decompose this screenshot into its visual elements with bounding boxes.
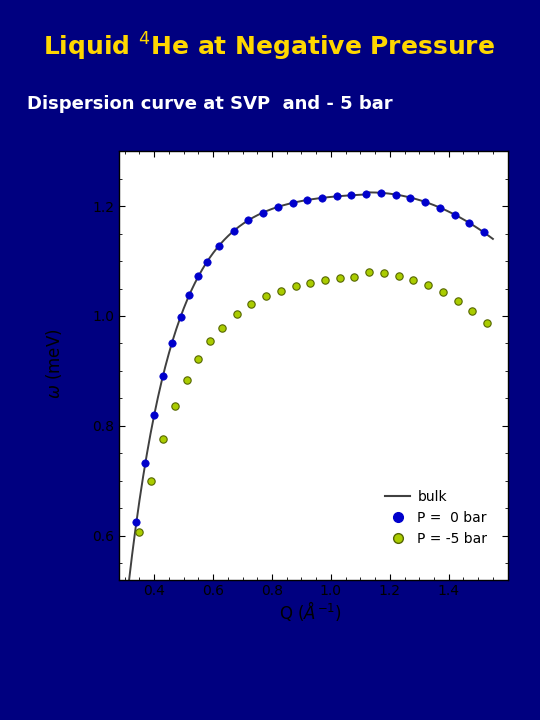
- Text: $\omega$ (meV): $\omega$ (meV): [44, 328, 64, 399]
- Point: [147, 475, 156, 487]
- Point: [276, 285, 285, 297]
- Point: [318, 192, 326, 204]
- Point: [247, 298, 255, 310]
- Point: [436, 202, 444, 213]
- Point: [406, 192, 415, 203]
- Point: [182, 374, 191, 386]
- Point: [333, 191, 341, 202]
- Point: [421, 196, 429, 207]
- Point: [288, 197, 297, 209]
- Point: [232, 309, 241, 320]
- Point: [132, 516, 141, 527]
- Point: [159, 433, 167, 445]
- Point: [362, 189, 370, 200]
- Point: [394, 270, 403, 282]
- Point: [453, 295, 462, 307]
- Point: [177, 311, 185, 323]
- Point: [450, 209, 459, 220]
- Point: [376, 187, 385, 199]
- Point: [468, 305, 477, 317]
- Point: [291, 280, 300, 292]
- Point: [262, 291, 271, 302]
- Point: [306, 277, 315, 289]
- Point: [230, 225, 238, 237]
- Text: Q ($\AA^{-1}$): Q ($\AA^{-1}$): [279, 598, 342, 623]
- Point: [194, 271, 202, 282]
- Point: [347, 189, 356, 201]
- Text: Liquid $^4$He at Negative Pressure: Liquid $^4$He at Negative Pressure: [43, 31, 495, 63]
- Point: [274, 201, 282, 212]
- Point: [206, 336, 214, 347]
- Point: [244, 215, 253, 226]
- Point: [392, 189, 400, 200]
- Point: [218, 322, 226, 333]
- Legend: bulk, P =  0 bar, P = -5 bar: bulk, P = 0 bar, P = -5 bar: [380, 485, 493, 552]
- Point: [321, 274, 329, 286]
- Point: [150, 410, 158, 421]
- Point: [159, 370, 167, 382]
- Point: [380, 267, 388, 279]
- Point: [465, 217, 474, 229]
- Point: [365, 266, 374, 278]
- Point: [135, 526, 144, 538]
- Point: [167, 338, 176, 349]
- Point: [409, 274, 417, 286]
- Point: [123, 587, 132, 598]
- Point: [185, 289, 194, 300]
- Point: [350, 271, 359, 282]
- Point: [303, 194, 312, 206]
- Point: [483, 317, 491, 328]
- Point: [438, 287, 447, 298]
- Point: [141, 457, 150, 469]
- Text: Dispersion curve at SVP  and - 5 bar: Dispersion curve at SVP and - 5 bar: [27, 95, 393, 113]
- Point: [424, 279, 433, 291]
- Point: [203, 256, 212, 267]
- Point: [335, 272, 344, 284]
- Point: [214, 240, 223, 251]
- Point: [194, 353, 202, 364]
- Point: [123, 590, 132, 602]
- Point: [259, 207, 267, 218]
- Point: [171, 400, 179, 412]
- Point: [480, 227, 488, 238]
